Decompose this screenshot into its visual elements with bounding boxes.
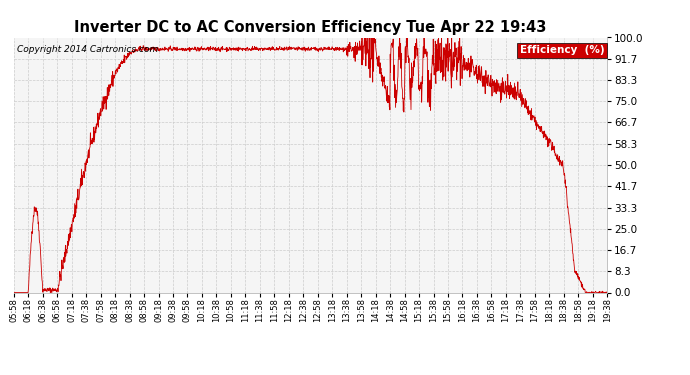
Text: Copyright 2014 Cartronics.com: Copyright 2014 Cartronics.com bbox=[17, 45, 158, 54]
Text: Efficiency  (%): Efficiency (%) bbox=[520, 45, 604, 55]
Title: Inverter DC to AC Conversion Efficiency Tue Apr 22 19:43: Inverter DC to AC Conversion Efficiency … bbox=[75, 20, 546, 35]
